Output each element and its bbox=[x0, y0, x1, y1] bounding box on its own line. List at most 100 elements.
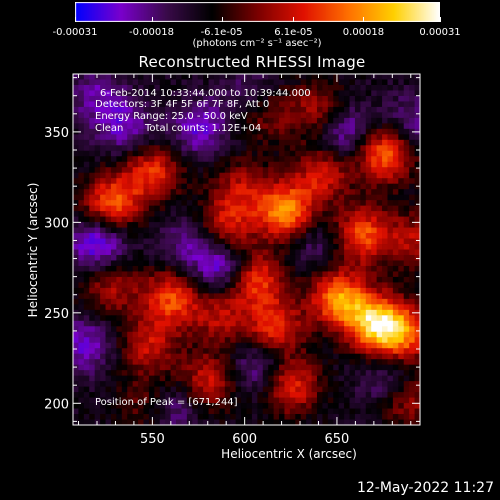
heatmap-cell bbox=[192, 222, 199, 228]
heatmap-cell bbox=[333, 95, 340, 102]
heatmap-cell bbox=[409, 293, 415, 300]
heatmap-cell bbox=[83, 227, 90, 234]
heatmap-cell bbox=[382, 249, 388, 256]
heatmap-cell bbox=[138, 282, 144, 289]
heatmap-cell bbox=[208, 293, 215, 300]
heatmap-cell bbox=[246, 342, 253, 349]
heatmap-cell bbox=[197, 419, 204, 426]
heatmap-cell bbox=[300, 287, 307, 294]
heatmap-cell bbox=[224, 331, 231, 338]
heatmap-cell bbox=[89, 90, 96, 97]
heatmap-cell bbox=[224, 414, 231, 420]
heatmap-cell bbox=[344, 167, 350, 174]
heatmap-cell bbox=[392, 183, 399, 190]
heatmap-cell bbox=[403, 205, 410, 212]
heatmap-cell bbox=[360, 392, 367, 398]
heatmap-cell bbox=[170, 233, 177, 239]
heatmap-cell bbox=[279, 205, 285, 212]
heatmap-cell bbox=[279, 315, 285, 322]
heatmap-cell bbox=[116, 315, 123, 322]
heatmap-cell bbox=[279, 183, 285, 190]
heatmap-cell bbox=[192, 178, 199, 185]
heatmap-cell bbox=[333, 106, 340, 113]
heatmap-cell bbox=[165, 370, 171, 377]
heatmap-cell bbox=[241, 106, 247, 113]
heatmap-cell bbox=[132, 101, 139, 108]
heatmap-cell bbox=[251, 260, 258, 267]
heatmap-cell bbox=[89, 287, 96, 294]
heatmap-cell bbox=[83, 304, 90, 311]
heatmap-cell bbox=[311, 414, 318, 420]
heatmap-cell bbox=[284, 161, 291, 168]
heatmap-cell bbox=[360, 139, 367, 146]
heatmap-cell bbox=[403, 79, 410, 86]
heatmap-cell bbox=[224, 183, 231, 190]
heatmap-cell bbox=[116, 392, 123, 398]
heatmap-cell bbox=[284, 370, 291, 377]
heatmap-cell bbox=[403, 298, 410, 305]
heatmap-cell bbox=[387, 386, 394, 393]
heatmap-cell bbox=[170, 254, 177, 261]
heatmap-cell bbox=[100, 419, 106, 426]
heatmap-cell bbox=[311, 249, 318, 256]
heatmap-cell bbox=[414, 172, 421, 179]
heatmap-cell bbox=[230, 79, 237, 86]
heatmap-cell bbox=[83, 337, 90, 344]
heatmap-cell bbox=[414, 419, 421, 426]
heatmap-cell bbox=[262, 359, 269, 366]
heatmap-cell bbox=[241, 227, 247, 234]
heatmap-cell bbox=[382, 84, 388, 91]
heatmap-cell bbox=[186, 331, 193, 338]
heatmap-cell bbox=[327, 161, 334, 168]
heatmap-cell bbox=[392, 342, 399, 349]
heatmap-cell bbox=[398, 172, 405, 179]
heatmap-cell bbox=[176, 194, 182, 201]
heatmap-cell bbox=[192, 90, 199, 97]
heatmap-cell bbox=[73, 117, 79, 124]
heatmap-cell bbox=[251, 397, 258, 404]
heatmap-cell bbox=[365, 353, 372, 360]
heatmap-cell bbox=[295, 265, 302, 272]
heatmap-cell bbox=[154, 150, 161, 157]
heatmap-cell bbox=[186, 194, 193, 201]
heatmap-cell bbox=[338, 200, 345, 207]
heatmap-cell bbox=[360, 189, 367, 196]
heatmap-cell bbox=[170, 271, 177, 278]
heatmap-cell bbox=[392, 216, 399, 223]
heatmap-cell bbox=[273, 353, 280, 360]
heatmap-cell bbox=[148, 293, 155, 300]
heatmap-cell bbox=[138, 403, 144, 409]
heatmap-cell bbox=[78, 359, 85, 366]
heatmap-cell bbox=[382, 134, 388, 141]
heatmap-cell bbox=[121, 254, 128, 261]
heatmap-cell bbox=[132, 84, 139, 91]
heatmap-cell bbox=[121, 167, 128, 174]
heatmap-cell bbox=[181, 161, 188, 168]
heatmap-cell bbox=[110, 348, 117, 355]
heatmap-cell bbox=[213, 386, 220, 393]
heatmap-cell bbox=[268, 189, 275, 196]
heatmap-cell bbox=[159, 403, 166, 409]
heatmap-cell bbox=[322, 408, 329, 415]
heatmap-cell bbox=[387, 222, 394, 228]
heatmap-cell bbox=[203, 178, 209, 185]
heatmap-cell bbox=[360, 386, 367, 393]
heatmap-cell bbox=[165, 106, 171, 113]
heatmap-cell bbox=[219, 106, 226, 113]
heatmap-cell bbox=[241, 342, 247, 349]
heatmap-cell bbox=[371, 161, 378, 168]
heatmap-cell bbox=[273, 139, 280, 146]
heatmap-cell bbox=[143, 205, 150, 212]
heatmap-cell bbox=[268, 337, 275, 344]
heatmap-cell bbox=[73, 101, 79, 108]
heatmap-cell bbox=[360, 79, 367, 86]
heatmap-cell bbox=[83, 315, 90, 322]
heatmap-cell bbox=[295, 364, 302, 371]
heatmap-cell bbox=[344, 309, 350, 316]
heatmap-cell bbox=[246, 260, 253, 267]
heatmap-cell bbox=[338, 139, 345, 146]
heatmap-cell bbox=[268, 117, 275, 124]
heatmap-cell bbox=[192, 172, 199, 179]
heatmap-cell bbox=[176, 282, 182, 289]
